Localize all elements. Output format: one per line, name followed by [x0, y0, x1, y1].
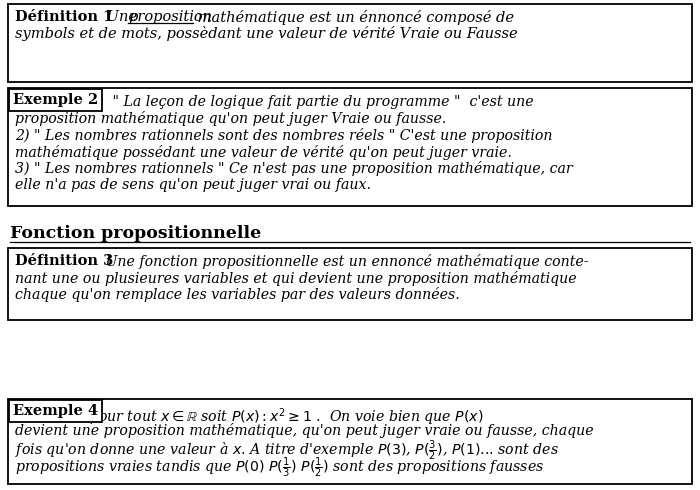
Text: 3) " Les nombres rationnels " Ce n'est pas une proposition mathématique, car: 3) " Les nombres rationnels " Ce n'est p… [15, 161, 573, 176]
Text: mathématique possédant une valeur de vérité qu'on peut juger vraie.: mathématique possédant une valeur de vér… [15, 145, 512, 160]
Text: nant une ou plusieures variables et qui devient une proposition mathématique: nant une ou plusieures variables et qui … [15, 270, 577, 286]
Text: Fonction propositionnelle: Fonction propositionnelle [10, 225, 261, 242]
Text: Exemple 2: Exemple 2 [13, 93, 98, 107]
Text: Définition 3: Définition 3 [15, 254, 113, 268]
Text: devient une proposition mathématique, qu'on peut juger vraie ou fausse, chaque: devient une proposition mathématique, qu… [15, 422, 594, 438]
Bar [8, 248, 692, 320]
Text: chaque qu'on remplace les variables par des valeurs données.: chaque qu'on remplace les variables par … [15, 287, 460, 302]
Text: mathématique est un énnoncé composé de: mathématique est un énnoncé composé de [193, 10, 514, 25]
Text: propositions vraies tandis que $P(0)$ $P(\frac{1}{3})$ $P(\frac{1}{2})$ sont des: propositions vraies tandis que $P(0)$ $P… [15, 456, 545, 480]
Text: proposition mathématique qu'on peut juger Vraie ou fausse.: proposition mathématique qu'on peut juge… [15, 112, 447, 126]
Text: Une fonction propositionnelle est un ennoncé mathématique conte-: Une fonction propositionnelle est un enn… [101, 254, 589, 269]
Text: pour tout $x \in \mathbb{R}$ soit $P(x) : x^2 \geq 1$ .  On voie bien que $P(x)$: pour tout $x \in \mathbb{R}$ soit $P(x) … [89, 406, 484, 428]
Text: proposition: proposition [128, 10, 212, 24]
Text: 2) " Les nombres rationnels sont des nombres réels " C'est une proposition: 2) " Les nombres rationnels sont des nom… [15, 128, 552, 143]
Bar [8, 4, 692, 82]
Text: Exemple 4: Exemple 4 [13, 404, 98, 418]
Text: 1)  " La leçon de logique fait partie du programme "  c'est une: 1) " La leçon de logique fait partie du … [89, 95, 533, 109]
Text: fois qu'on donne une valeur à $x$. A titre d'exemple $P(3)$, $P(\frac{3}{2})$, $: fois qu'on donne une valeur à $x$. A tit… [15, 439, 559, 464]
Text: elle n'a pas de sens qu'on peut juger vrai ou faux.: elle n'a pas de sens qu'on peut juger vr… [15, 177, 371, 192]
Text: Définition 1: Définition 1 [15, 10, 113, 24]
Text: Une: Une [102, 10, 141, 24]
Bar [8, 399, 692, 484]
Bar [8, 88, 692, 206]
Text: symbols et de mots, possèdant une valeur de vérité Vraie ou Fausse: symbols et de mots, possèdant une valeur… [15, 26, 517, 42]
